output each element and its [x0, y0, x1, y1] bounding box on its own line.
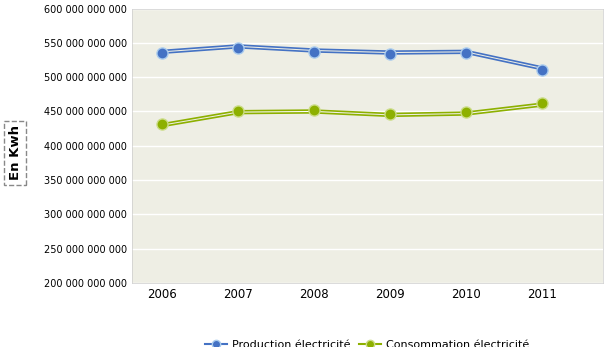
Text: En Kwh: En Kwh [9, 125, 22, 180]
Legend: Production électricité, Consommation électricité: Production électricité, Consommation éle… [201, 335, 534, 347]
